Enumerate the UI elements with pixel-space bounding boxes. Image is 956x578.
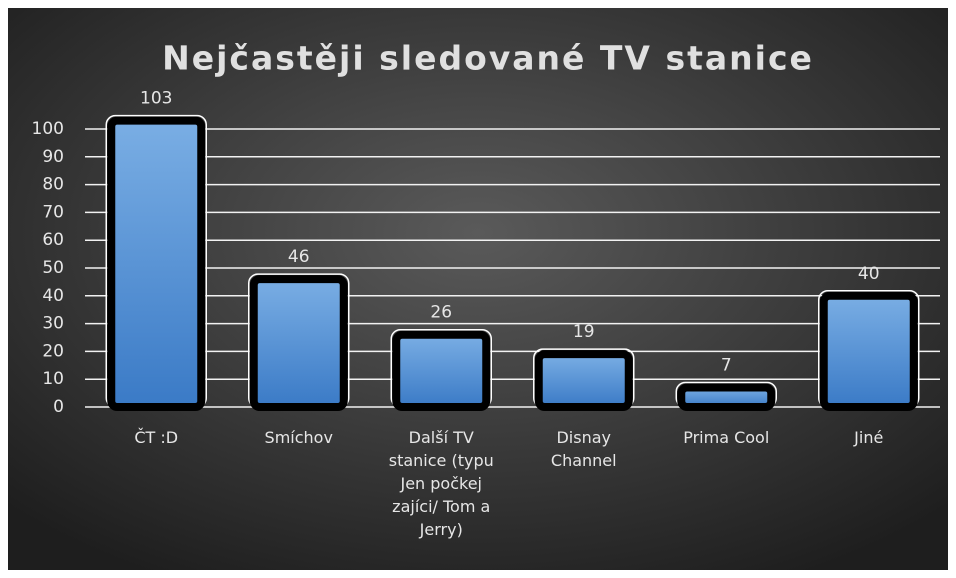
value-label: 103 [140,89,172,109]
x-tick-label: Další TV stanice (typu Jen počkej zajíci… [388,428,494,539]
y-tick-label: 0 [53,397,64,417]
x-tick-label: ČT :D [134,428,179,447]
y-tick-label: 60 [42,230,64,250]
y-tick-label: 90 [42,147,64,167]
bar [249,275,348,411]
value-label: 26 [430,303,452,323]
y-tick-label: 50 [42,258,64,278]
x-tick-label: Smíchov [264,428,333,447]
y-tick-label: 10 [42,369,64,389]
chart-title: Nejčastěji sledované TV stanice [162,39,814,78]
bar [677,383,776,412]
value-label: 40 [858,264,880,284]
x-tick-label: Disnay Channel [550,428,617,470]
y-tick-label: 40 [42,286,64,306]
value-label: 7 [721,356,732,376]
x-tick-label: Prima Cool [683,428,770,447]
y-tick-label: 80 [42,175,64,195]
bar [392,330,491,411]
bar [107,116,206,411]
value-label: 46 [288,247,310,267]
y-tick-label: 30 [42,314,64,334]
value-label: 19 [573,322,595,342]
x-tick-label: Jiné [854,428,884,447]
bar [534,350,633,411]
y-tick-label: 100 [32,119,64,139]
y-tick-label: 20 [42,341,64,361]
y-tick-label: 70 [42,202,64,222]
bar [819,291,918,411]
